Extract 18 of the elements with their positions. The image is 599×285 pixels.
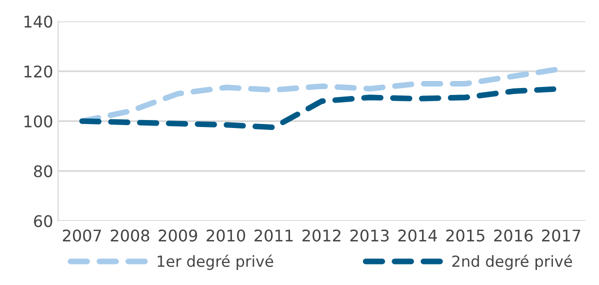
x-tick-label: 2011 bbox=[254, 229, 293, 242]
legend-label: 2nd degré privé bbox=[452, 254, 572, 270]
y-tick-label: 140 bbox=[24, 16, 52, 28]
x-tick-label: 2007 bbox=[62, 229, 102, 242]
x-tick-label: 2013 bbox=[350, 229, 389, 242]
x-tick-label: 2017 bbox=[542, 229, 580, 242]
x-tick-label: 2009 bbox=[158, 229, 198, 242]
y-tick-label: 60 bbox=[34, 215, 52, 228]
x-tick-label: 2008 bbox=[110, 229, 150, 242]
x-tick-label: 2010 bbox=[206, 229, 246, 242]
legend-label: 1er degré privé bbox=[158, 254, 274, 270]
x-tick-label: 2014 bbox=[398, 229, 437, 242]
x-tick-label: 2012 bbox=[302, 229, 340, 242]
y-tick-label: 120 bbox=[24, 65, 52, 78]
x-tick-label: 2016 bbox=[494, 229, 533, 242]
x-tick-label: 2015 bbox=[446, 229, 484, 242]
y-tick-label: 80 bbox=[34, 165, 52, 178]
y-tick-label: 100 bbox=[24, 115, 52, 128]
